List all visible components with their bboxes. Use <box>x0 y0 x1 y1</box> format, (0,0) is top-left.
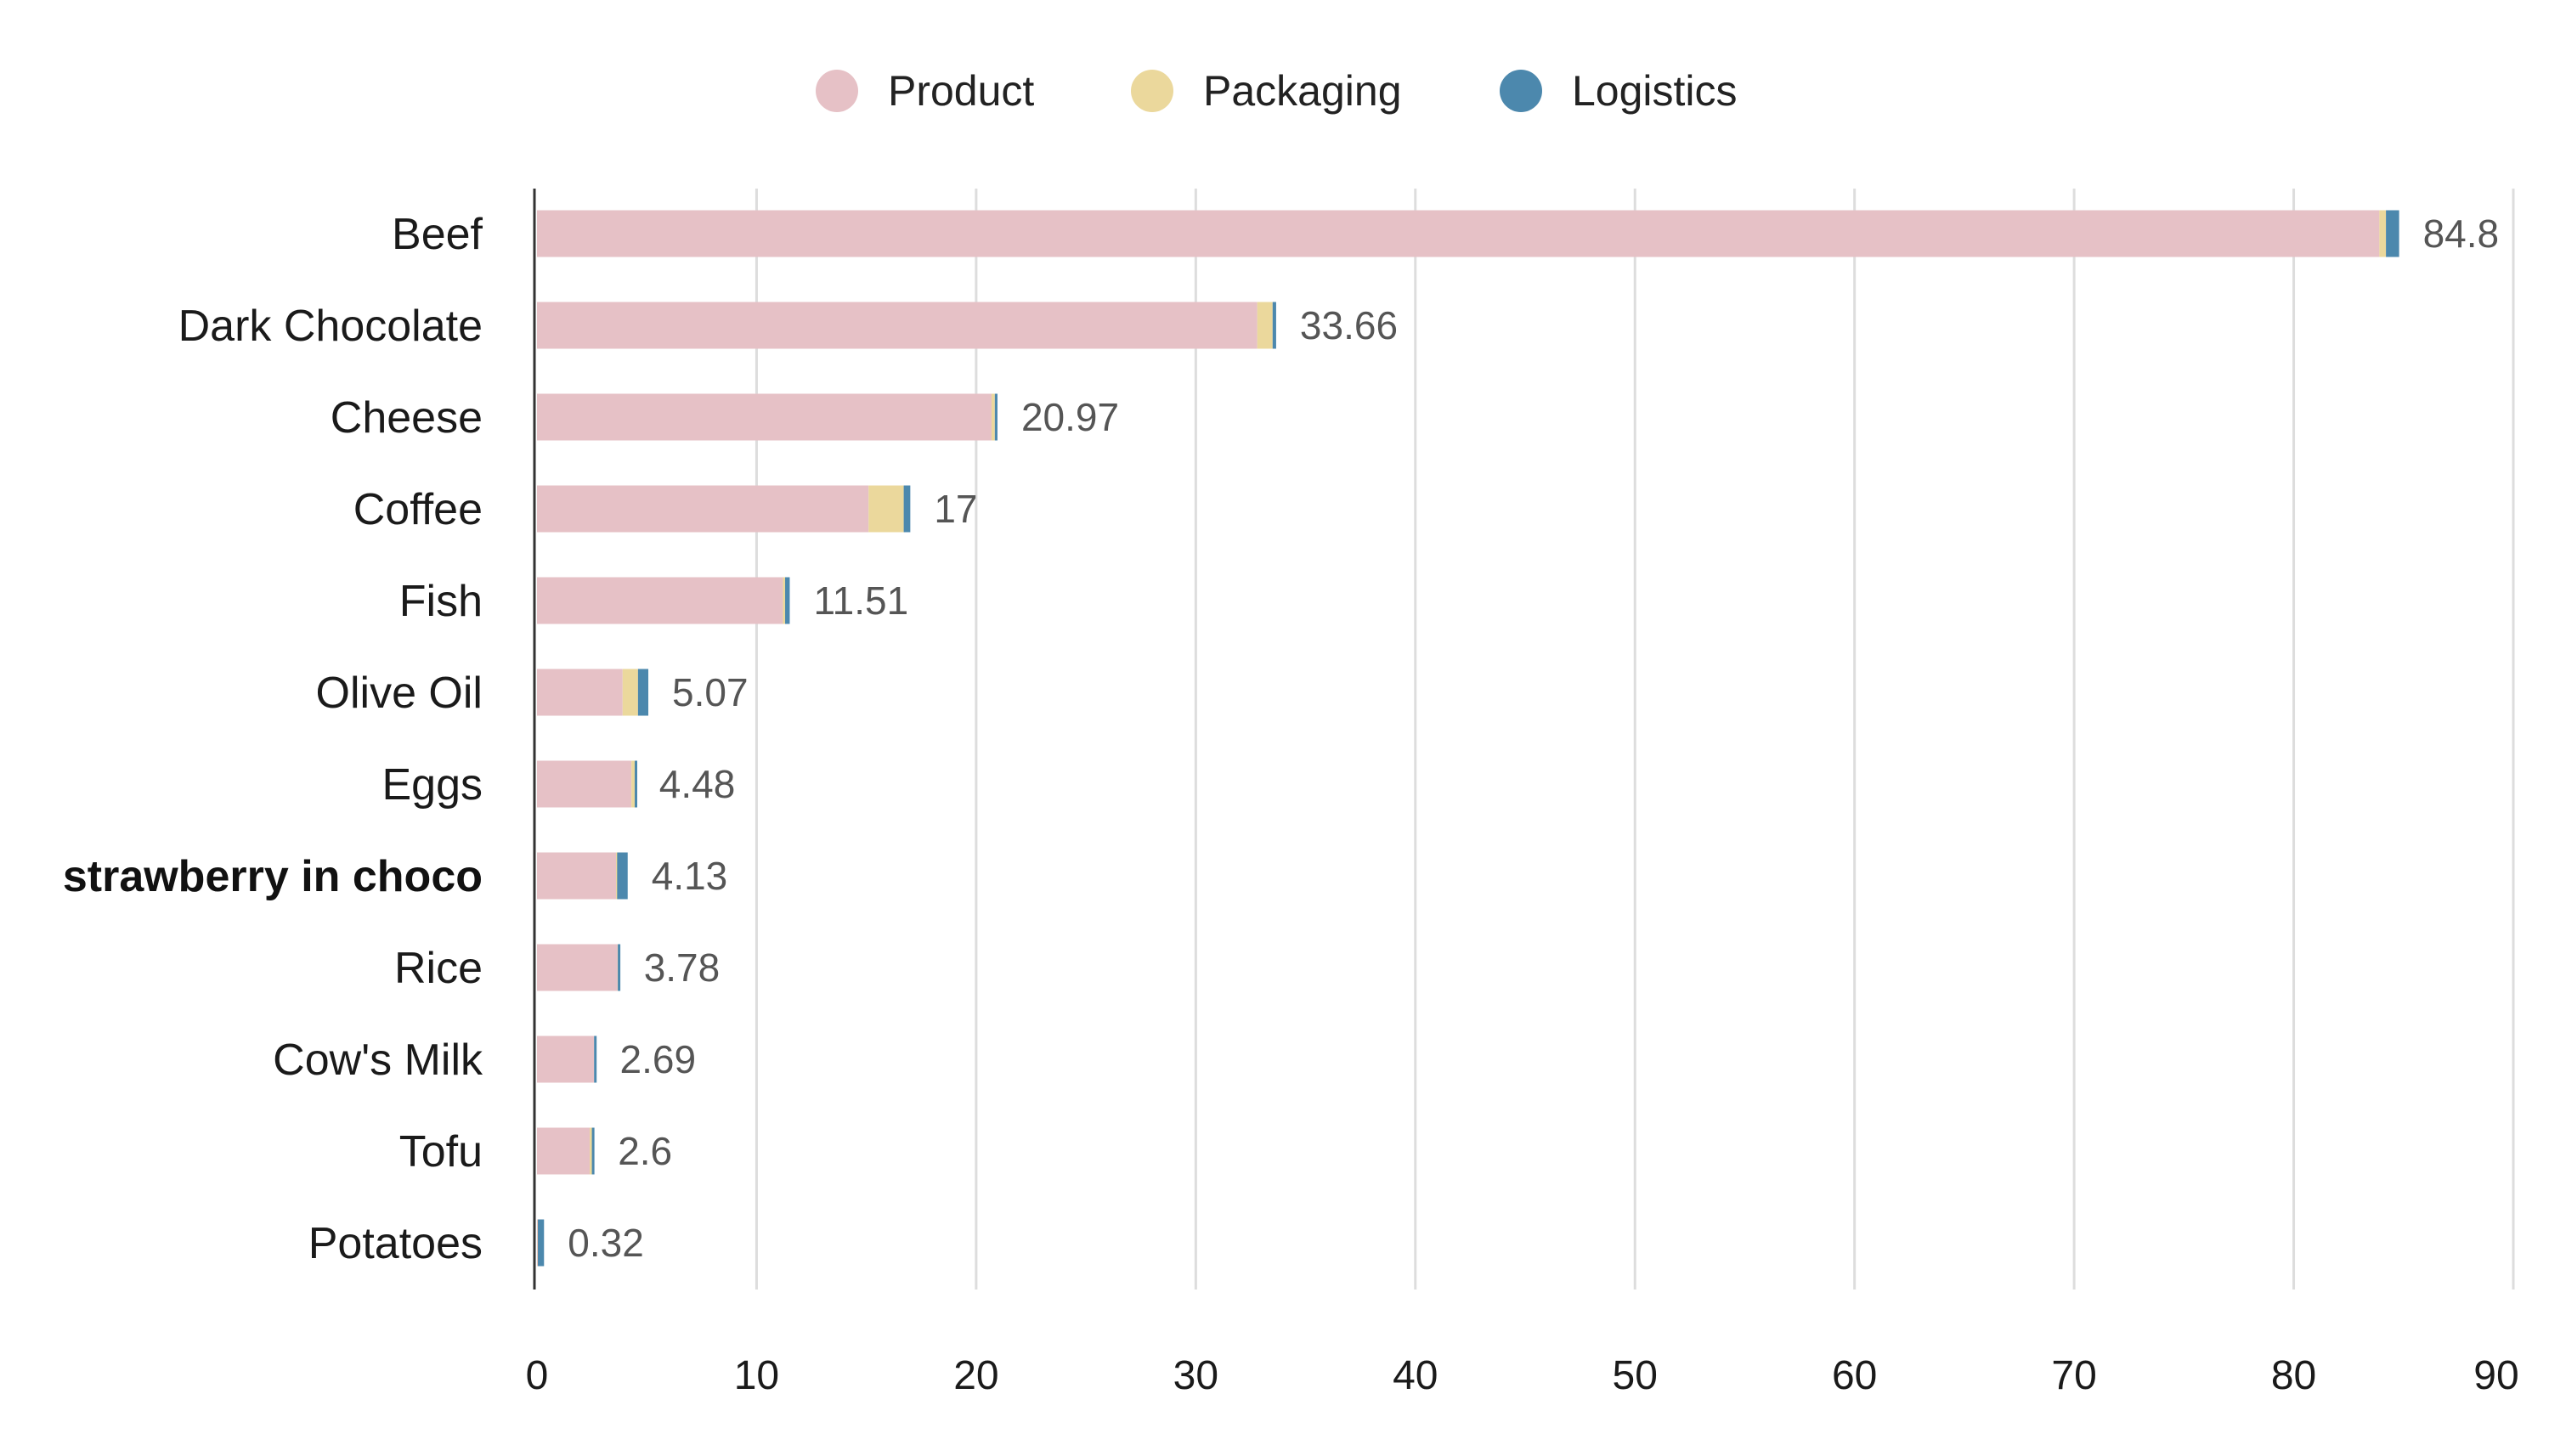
bar-segment-logistics[interactable] <box>594 1036 597 1083</box>
bar-group[interactable] <box>537 302 1276 349</box>
bar-segment-product[interactable] <box>537 1036 595 1083</box>
bar-segment-logistics[interactable] <box>538 1219 545 1267</box>
x-tick-label: 0 <box>526 1353 549 1398</box>
x-tick-label: 50 <box>1613 1353 1658 1398</box>
legend-label: Product <box>888 67 1034 115</box>
value-label: 3.78 <box>644 945 721 990</box>
x-tick-label: 30 <box>1173 1353 1218 1398</box>
bar-segment-logistics[interactable] <box>618 944 621 991</box>
bar-segment-product[interactable] <box>537 302 1258 349</box>
bar-segment-packaging[interactable] <box>2379 210 2387 257</box>
category-label: Coffee <box>353 485 483 534</box>
bar-segment-product[interactable] <box>537 760 632 808</box>
x-tick-label: 60 <box>1832 1353 1877 1398</box>
bar-group[interactable] <box>537 944 621 991</box>
category-label: Cheese <box>331 393 483 443</box>
bar-segment-logistics[interactable] <box>785 577 790 624</box>
bar-group[interactable] <box>537 393 998 441</box>
value-label: 2.69 <box>620 1037 697 1081</box>
bar-segment-product[interactable] <box>537 210 2380 257</box>
category-label: Olive Oil <box>316 669 483 718</box>
bar-segment-logistics[interactable] <box>635 760 638 808</box>
bar-segment-logistics[interactable] <box>903 485 911 533</box>
bar-group[interactable] <box>537 210 2399 257</box>
value-label: 17 <box>934 487 977 531</box>
category-label: Beef <box>392 210 483 259</box>
value-label: 4.13 <box>652 854 728 898</box>
bar-group[interactable] <box>537 485 911 533</box>
category-label: Eggs <box>382 760 483 810</box>
bar-segment-product[interactable] <box>537 485 869 533</box>
bar-group[interactable] <box>537 1219 545 1267</box>
bar-segment-packaging[interactable] <box>783 577 786 624</box>
legend-item-logistics[interactable]: Logistics <box>1500 67 1738 115</box>
bar-segment-product[interactable] <box>537 852 617 900</box>
value-label: 5.07 <box>672 670 749 714</box>
x-tick-label: 20 <box>953 1353 998 1398</box>
category-label: strawberry in choco <box>63 852 483 901</box>
grid-lines <box>755 189 2515 1290</box>
bar-segment-product[interactable] <box>537 669 623 716</box>
bar-segment-product[interactable] <box>537 577 783 624</box>
bar-segment-logistics[interactable] <box>617 852 628 900</box>
bar-segment-packaging[interactable] <box>590 1127 593 1175</box>
category-label: Cow's Milk <box>273 1036 483 1085</box>
legend-swatch <box>816 70 858 112</box>
legend-label: Packaging <box>1203 67 1402 115</box>
bar-group[interactable] <box>537 577 790 624</box>
legend-label: Logistics <box>1572 67 1738 115</box>
value-label: 4.48 <box>659 762 736 806</box>
value-label: 20.97 <box>1021 395 1119 439</box>
legend-item-product[interactable]: Product <box>816 67 1034 115</box>
x-tick-label: 10 <box>734 1353 779 1398</box>
category-label: Rice <box>394 944 483 993</box>
bar-segment-product[interactable] <box>537 944 618 991</box>
x-axis-ticks: 0 10 20 30 40 50 60 70 80 90 <box>526 1353 2519 1398</box>
bar-group[interactable] <box>537 760 638 808</box>
bar-segment-logistics[interactable] <box>2386 210 2399 257</box>
bar-segment-packaging[interactable] <box>1257 302 1273 349</box>
value-label: 11.51 <box>813 578 908 623</box>
bars <box>537 210 2399 1267</box>
bar-segment-logistics[interactable] <box>994 393 998 441</box>
legend: Product Packaging Logistics <box>816 67 1738 115</box>
category-labels: Beef Dark Chocolate Cheese Coffee Fish Olive … <box>63 210 483 1268</box>
legend-swatch <box>1500 70 1542 112</box>
bar-segment-packaging[interactable] <box>868 485 904 533</box>
bar-segment-logistics[interactable] <box>637 669 649 716</box>
category-label: Dark Chocolate <box>178 302 483 351</box>
x-tick-label: 90 <box>2473 1353 2518 1398</box>
bar-segment-packaging[interactable] <box>631 760 636 808</box>
value-label: 33.66 <box>1300 303 1398 347</box>
legend-swatch <box>1131 70 1173 112</box>
value-label: 2.6 <box>618 1129 672 1173</box>
bar-segment-packaging[interactable] <box>991 393 995 441</box>
bar-group[interactable] <box>537 1036 597 1083</box>
bar-segment-logistics[interactable] <box>1272 302 1276 349</box>
x-tick-label: 70 <box>2051 1353 2096 1398</box>
bar-group[interactable] <box>537 669 649 716</box>
bar-segment-product[interactable] <box>537 393 992 441</box>
bar-segment-packaging[interactable] <box>622 669 638 716</box>
category-label: Potatoes <box>308 1219 483 1268</box>
category-label: Fish <box>399 577 483 626</box>
value-label: 0.32 <box>568 1221 644 1265</box>
value-label: 84.8 <box>2423 212 2500 256</box>
legend-item-packaging[interactable]: Packaging <box>1131 67 1402 115</box>
category-label: Tofu <box>399 1127 483 1177</box>
bar-group[interactable] <box>537 1127 595 1175</box>
bar-segment-logistics[interactable] <box>591 1127 595 1175</box>
bar-segment-product[interactable] <box>537 1127 591 1175</box>
bar-group[interactable] <box>537 852 628 900</box>
x-tick-label: 40 <box>1393 1353 1438 1398</box>
value-labels: 84.8 33.66 20.97 17 11.51 5.07 4.48 4.13 3.78 2.6… <box>568 212 2499 1265</box>
x-tick-label: 80 <box>2271 1353 2316 1398</box>
